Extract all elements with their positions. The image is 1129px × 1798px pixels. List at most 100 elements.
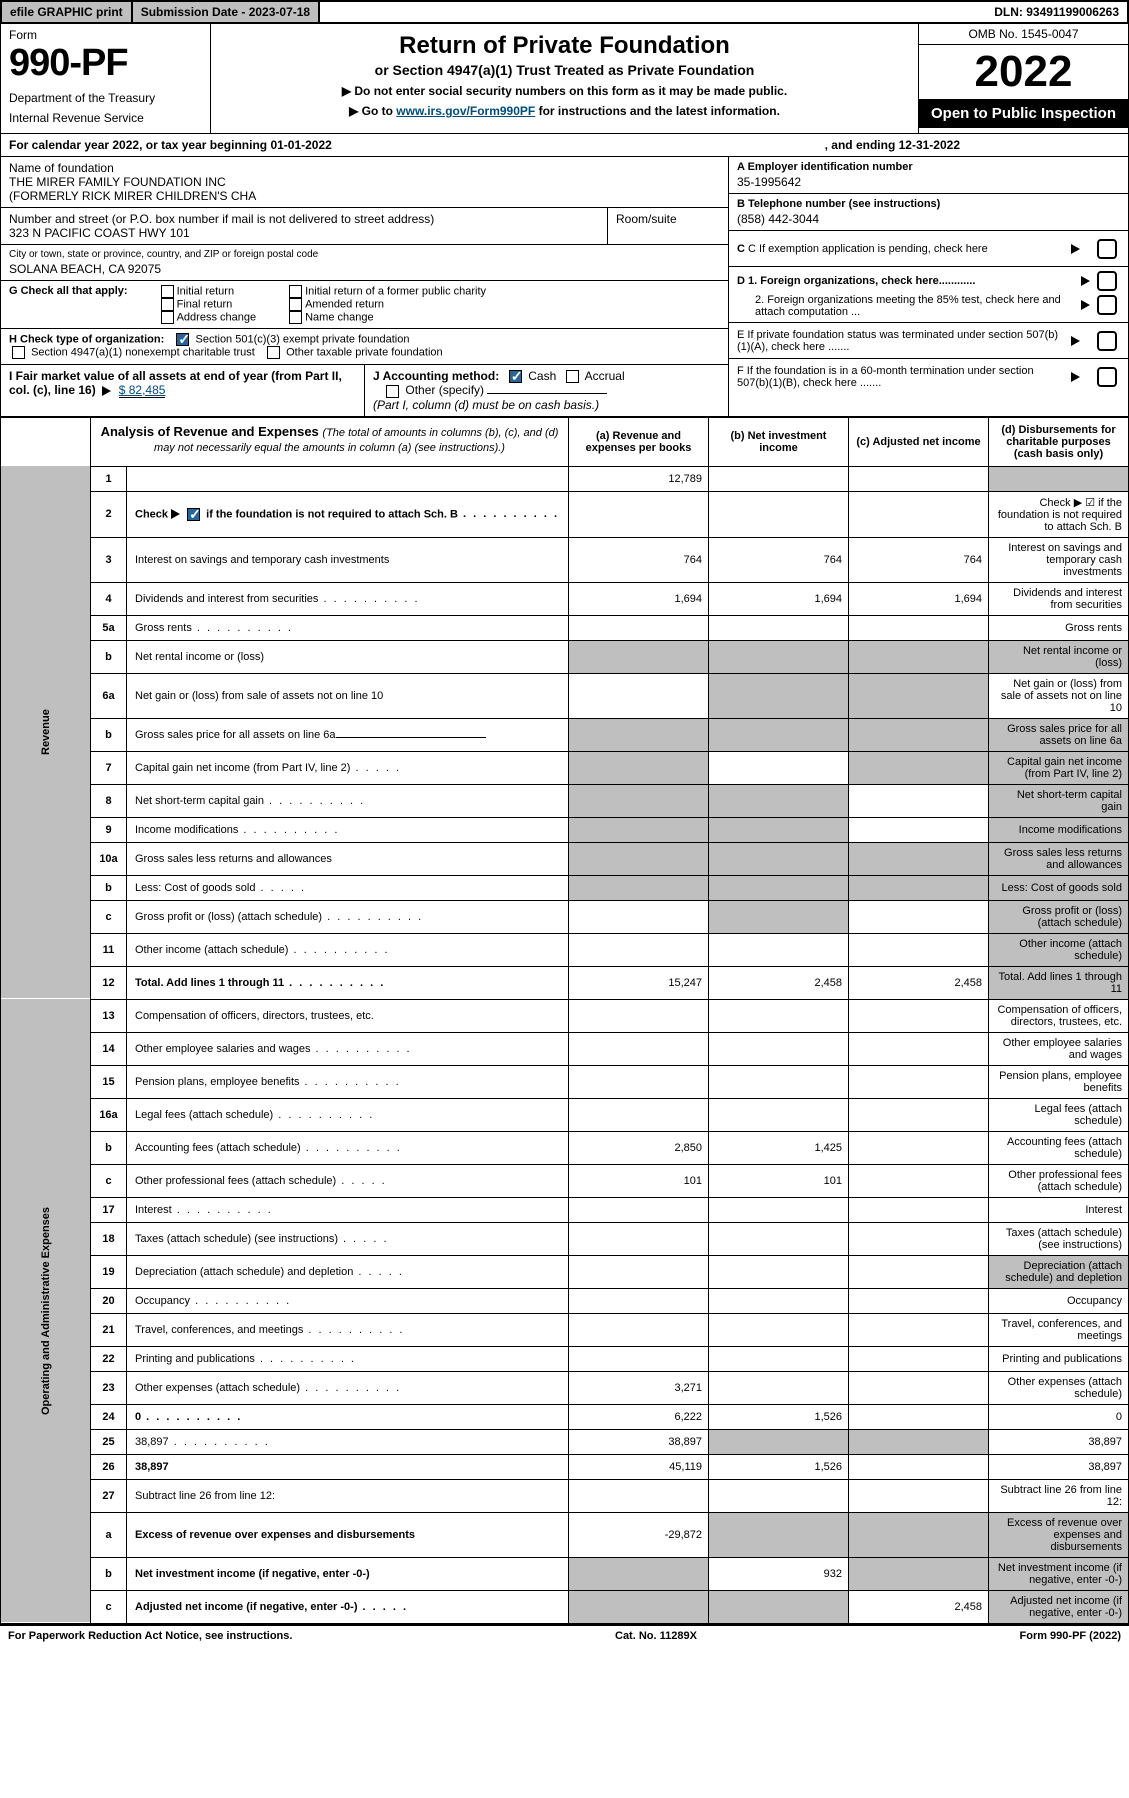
amount-cell: [569, 1557, 709, 1590]
amount-cell: [849, 999, 989, 1032]
amount-cell: [849, 751, 989, 784]
final-return-checkbox[interactable]: [161, 298, 174, 311]
line-number: a: [91, 1512, 127, 1557]
form-ref: Form 990-PF (2022): [1020, 1630, 1121, 1642]
line-number: c: [91, 1590, 127, 1623]
arrow-icon: [1071, 372, 1080, 382]
line-desc: Net rental income or (loss): [127, 640, 569, 673]
line-number: b: [91, 640, 127, 673]
line-number: 19: [91, 1255, 127, 1288]
line-desc: 38,897: [127, 1454, 569, 1479]
table-row: 6aNet gain or (loss) from sale of assets…: [1, 673, 1129, 718]
amount-cell: [709, 1590, 849, 1623]
line-number: 23: [91, 1371, 127, 1404]
line-number: 12: [91, 966, 127, 999]
line-desc: 0: [127, 1404, 569, 1429]
foreign-85-checkbox[interactable]: [1097, 295, 1117, 315]
exemption-pending-checkbox[interactable]: [1097, 239, 1117, 259]
amount-cell: 6,222: [569, 1404, 709, 1429]
accrual-checkbox[interactable]: [566, 370, 579, 383]
line-number: b: [91, 1557, 127, 1590]
part1-title-cell: Analysis of Revenue and Expenses (The to…: [91, 417, 569, 466]
irs-link[interactable]: www.irs.gov/Form990PF: [396, 104, 535, 118]
amended-return-checkbox[interactable]: [289, 298, 302, 311]
amount-cell: Other employee salaries and wages: [989, 1032, 1129, 1065]
table-row: 20OccupancyOccupancy: [1, 1288, 1129, 1313]
amount-cell: 45,119: [569, 1454, 709, 1479]
col-c-header: (c) Adjusted net income: [849, 417, 989, 466]
table-row: cAdjusted net income (if negative, enter…: [1, 1590, 1129, 1623]
cash-basis-note: (Part I, column (d) must be on cash basi…: [373, 398, 599, 412]
line-number: c: [91, 900, 127, 933]
sch-b-checkbox[interactable]: [187, 508, 200, 521]
4947a1-checkbox[interactable]: [12, 346, 25, 359]
table-row: 15Pension plans, employee benefitsPensio…: [1, 1065, 1129, 1098]
amount-cell: [849, 1288, 989, 1313]
table-row: 8Net short-term capital gainNet short-te…: [1, 784, 1129, 817]
other-method-checkbox[interactable]: [386, 385, 399, 398]
line-number: 1: [91, 466, 127, 491]
line-number: 21: [91, 1313, 127, 1346]
line-desc: Other expenses (attach schedule): [127, 1371, 569, 1404]
fmv-value[interactable]: $ 82,485: [119, 383, 166, 398]
foreign-org-checkbox[interactable]: [1097, 271, 1117, 291]
amount-cell: 38,897: [569, 1429, 709, 1454]
amount-cell: [709, 933, 849, 966]
foundation-name-2: (FORMERLY RICK MIRER CHILDREN'S CHA: [9, 189, 720, 203]
amount-cell: [849, 933, 989, 966]
amount-cell: [569, 1197, 709, 1222]
form-number: 990-PF: [9, 42, 202, 85]
open-public-badge: Open to Public Inspection: [919, 99, 1128, 128]
table-row: bLess: Cost of goods soldLess: Cost of g…: [1, 875, 1129, 900]
amount-cell: [569, 1065, 709, 1098]
amount-cell: [569, 1032, 709, 1065]
line-number: 7: [91, 751, 127, 784]
table-row: aExcess of revenue over expenses and dis…: [1, 1512, 1129, 1557]
amount-cell: 764: [849, 537, 989, 582]
amount-cell: Net investment income (if negative, ente…: [989, 1557, 1129, 1590]
line-desc: Gross rents: [127, 615, 569, 640]
line-desc: Other employee salaries and wages: [127, 1032, 569, 1065]
amount-cell: 764: [569, 537, 709, 582]
amount-cell: [709, 900, 849, 933]
amount-cell: [569, 784, 709, 817]
amount-cell: [849, 1512, 989, 1557]
other-taxable-checkbox[interactable]: [267, 346, 280, 359]
amount-cell: [849, 842, 989, 875]
amount-cell: [709, 842, 849, 875]
table-row: cOther professional fees (attach schedul…: [1, 1164, 1129, 1197]
address-change-checkbox[interactable]: [161, 311, 174, 324]
amount-cell: 101: [709, 1164, 849, 1197]
line-desc: Total. Add lines 1 through 11: [127, 966, 569, 999]
amount-cell: [849, 1131, 989, 1164]
line-desc: Net investment income (if negative, ente…: [127, 1557, 569, 1590]
amount-cell: Compensation of officers, directors, tru…: [989, 999, 1129, 1032]
terminated-checkbox[interactable]: [1097, 331, 1117, 351]
name-change-checkbox[interactable]: [289, 311, 302, 324]
table-row: 10aGross sales less returns and allowanc…: [1, 842, 1129, 875]
amount-cell: [709, 817, 849, 842]
amount-cell: 2,850: [569, 1131, 709, 1164]
part1-badge: Part I: [1, 417, 91, 466]
arrow-icon: [1081, 276, 1090, 286]
amount-cell: 2,458: [849, 966, 989, 999]
501c3-checkbox[interactable]: [176, 333, 189, 346]
line-number: 17: [91, 1197, 127, 1222]
amount-cell: [709, 466, 849, 491]
amount-cell: Net short-term capital gain: [989, 784, 1129, 817]
amount-cell: [709, 1371, 849, 1404]
60month-checkbox[interactable]: [1097, 367, 1117, 387]
efile-print-button[interactable]: efile GRAPHIC print: [2, 2, 133, 22]
amount-cell: Subtract line 26 from line 12:: [989, 1479, 1129, 1512]
line-number: 18: [91, 1222, 127, 1255]
initial-return-checkbox[interactable]: [161, 285, 174, 298]
amount-cell: [849, 875, 989, 900]
submission-date: Submission Date - 2023-07-18: [133, 2, 320, 22]
amount-cell: [849, 1222, 989, 1255]
line-number: 8: [91, 784, 127, 817]
initial-former-checkbox[interactable]: [289, 285, 302, 298]
cash-checkbox[interactable]: [509, 370, 522, 383]
amount-cell: 1,526: [709, 1404, 849, 1429]
table-row: 5aGross rentsGross rents: [1, 615, 1129, 640]
amount-cell: [709, 875, 849, 900]
